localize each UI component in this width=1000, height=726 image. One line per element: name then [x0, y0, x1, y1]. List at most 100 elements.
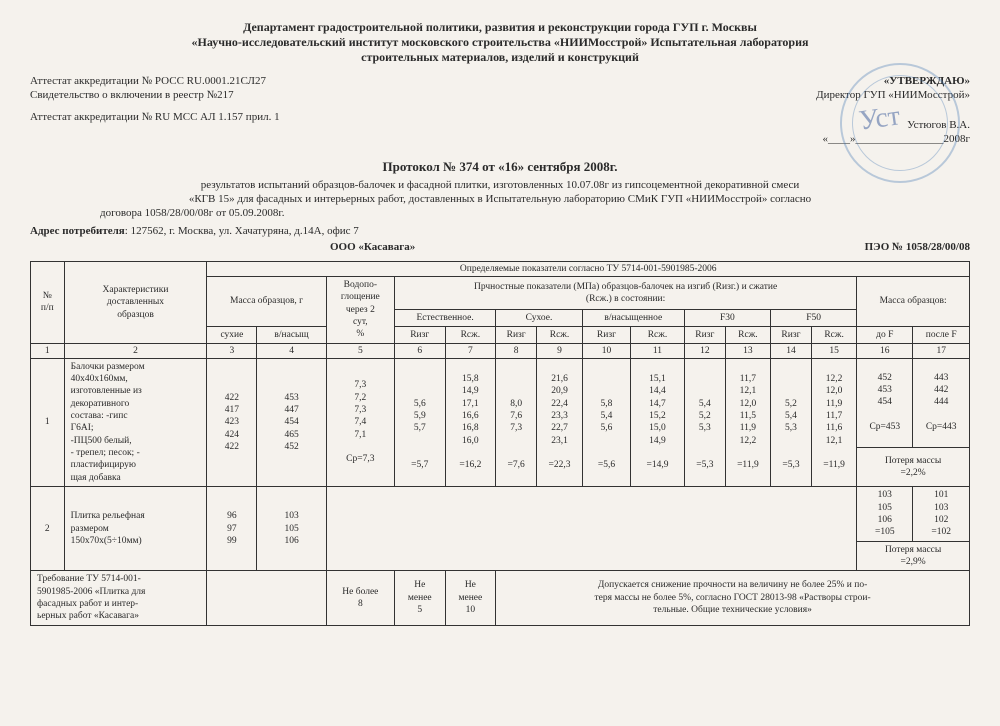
approve-title: «УТВЕРЖДАЮ» — [710, 75, 970, 87]
th-rsz-2: Rсж. — [537, 326, 583, 343]
th-rsz-3: Rсж. — [631, 326, 685, 343]
r2-desc: Плитка рельефная размером 150х70х(5÷10мм… — [64, 487, 207, 571]
r2-loss: Потеря массы =2,9% — [857, 541, 970, 571]
th-rsz-4: Rсж. — [725, 326, 770, 343]
approve-date: «____»________________2008г — [710, 133, 970, 145]
coln-14: 14 — [770, 343, 811, 358]
coln-1: 1 — [31, 343, 65, 358]
th-riz-3: Rизг — [582, 326, 630, 343]
table-row-2: 2 Плитка рельефная размером 150х70х(5÷10… — [31, 487, 970, 541]
req-c6: Не менее 5 — [394, 571, 445, 625]
th-riz-4: Rизг — [684, 326, 725, 343]
svc: Свидетельство о включении в реестр №217 — [30, 89, 710, 101]
th-f50: F50 — [770, 310, 856, 327]
th-vnas: в/насыщ — [257, 326, 326, 343]
th-riz-1: Rизг — [394, 326, 445, 343]
protocol-desc1: результатов испытаний образцов-балочек и… — [60, 179, 940, 191]
address-row: Адрес потребителя: 127562, г. Москва, ул… — [30, 225, 970, 237]
address-label: Адрес потребителя — [30, 225, 125, 237]
coln-3: 3 — [207, 343, 257, 358]
r2-c16: 103 105 106 =105 — [857, 487, 913, 541]
th-rsz-5: Rсж. — [811, 326, 856, 343]
protocol-title: Протокол № 374 от «16» сентября 2008г. — [30, 159, 970, 175]
header-l2: «Научно-исследовательский институт моско… — [30, 35, 970, 50]
r1-c4: 453 447 454 465 452 — [257, 358, 326, 486]
th-suh: сухие — [207, 326, 257, 343]
coln-11: 11 — [631, 343, 685, 358]
att1: Аттестат аккредитации № РОСС RU.0001.21С… — [30, 75, 710, 87]
r1-c8: 8,0 7,6 7,3 =7,6 — [496, 358, 537, 486]
r1-c3: 422 417 423 424 422 — [207, 358, 257, 486]
th-riz-2: Rизг — [496, 326, 537, 343]
r1-c16: 452 453 454 Ср=453 — [857, 358, 913, 447]
req-left: Требование ТУ 5714-001- 5901985-2006 «Пл… — [31, 571, 207, 625]
r1-n: 1 — [31, 358, 65, 486]
header-l1: Департамент градостроительной политики, … — [30, 20, 970, 35]
th-riz-5: Rизг — [770, 326, 811, 343]
th-mass: Масса образцов, г — [207, 277, 326, 327]
results-table: № п/п Характеристики доставленных образц… — [30, 261, 970, 626]
th-spec: Определяемые показатели согласно ТУ 5714… — [207, 262, 970, 277]
r1-c10: 5,8 5,4 5,6 =5,6 — [582, 358, 630, 486]
r1-loss: Потеря массы =2,2% — [857, 447, 970, 487]
req-right: Допускается снижение прочности на величи… — [496, 571, 970, 625]
coln-12: 12 — [684, 343, 725, 358]
req-empty1 — [207, 571, 326, 625]
coln-8: 8 — [496, 343, 537, 358]
r1-desc: Балочки размером 40х40х160мм, изготовлен… — [64, 358, 207, 486]
th-rsz-1: Rсж. — [445, 326, 496, 343]
th-posleF: после F — [913, 326, 970, 343]
th-mass2: Масса образцов: — [857, 277, 970, 327]
dept-header: Департамент градостроительной политики, … — [30, 20, 970, 65]
th-char: Характеристики доставленных образцов — [64, 262, 207, 344]
peo-number: ПЭО № 1058/28/00/08 — [865, 241, 970, 253]
r2-empty — [326, 487, 857, 571]
th-suh2: Сухое. — [496, 310, 583, 327]
req-c7: Не менее 10 — [445, 571, 496, 625]
r1-c12: 5,4 5,2 5,3 =5,3 — [684, 358, 725, 486]
coln-5: 5 — [326, 343, 394, 358]
th-strength: Прчностные показатели (МПа) образцов-бал… — [394, 277, 856, 310]
r1-c13: 11,7 12,1 12,0 11,5 11,9 12,2 =11,9 — [725, 358, 770, 486]
r1-c9: 21,6 20,9 22,4 23,3 22,7 23,1 =22,3 — [537, 358, 583, 486]
accreditation-block: Аттестат аккредитации № РОСС RU.0001.21С… — [30, 73, 710, 147]
r1-c14: 5,2 5,4 5,3 =5,3 — [770, 358, 811, 486]
r2-c3: 96 97 99 — [207, 487, 257, 571]
director-name: Устюгов В.А. — [710, 119, 970, 131]
th-doF: до F — [857, 326, 913, 343]
r1-c7: 15,8 14,9 17,1 16,6 16,8 16,0 =16,2 — [445, 358, 496, 486]
table-row-req: Требование ТУ 5714-001- 5901985-2006 «Пл… — [31, 571, 970, 625]
coln-4: 4 — [257, 343, 326, 358]
th-np: № п/п — [31, 262, 65, 344]
coln-9: 9 — [537, 343, 583, 358]
r1-c11: 15,1 14,4 14,7 15,2 15,0 14,9 =14,9 — [631, 358, 685, 486]
coln-6: 6 — [394, 343, 445, 358]
header-l3: строительных материалов, изделий и конст… — [30, 50, 970, 65]
th-water: Водопо- глощение через 2 сут, % — [326, 277, 394, 344]
company-name: ООО «Касавага» — [330, 241, 415, 253]
coln-16: 16 — [857, 343, 913, 358]
th-f30: F30 — [684, 310, 770, 327]
approve-block: Уст «УТВЕРЖДАЮ» Директор ГУП «НИИМосстро… — [710, 73, 970, 147]
table-row-1: 1 Балочки размером 40х40х160мм, изготовл… — [31, 358, 970, 447]
coln-13: 13 — [725, 343, 770, 358]
r2-c4: 103 105 106 — [257, 487, 326, 571]
req-c5: Не более 8 — [326, 571, 394, 625]
address: Адрес потребителя: 127562, г. Москва, ул… — [30, 225, 359, 237]
r2-n: 2 — [31, 487, 65, 571]
address-value: : 127562, г. Москва, ул. Хачатуряна, д.1… — [125, 225, 359, 237]
coln-7: 7 — [445, 343, 496, 358]
r1-c17: 443 442 444 Ср=443 — [913, 358, 970, 447]
top-row: Аттестат аккредитации № РОСС RU.0001.21С… — [30, 73, 970, 147]
coln-17: 17 — [913, 343, 970, 358]
th-est: Естественное. — [394, 310, 495, 327]
th-vnas2: в/насыщенное — [582, 310, 684, 327]
coln-10: 10 — [582, 343, 630, 358]
r1-c5: 7,3 7,2 7,3 7,4 7,1 Ср=7,3 — [326, 358, 394, 486]
coln-2: 2 — [64, 343, 207, 358]
r1-c6: 5,6 5,9 5,7 =5,7 — [394, 358, 445, 486]
coln-15: 15 — [811, 343, 856, 358]
att2: Аттестат аккредитации № RU МСС АЛ 1.157 … — [30, 111, 710, 123]
r2-c17: 101 103 102 =102 — [913, 487, 970, 541]
col-num-row: 1 2 3 4 5 6 7 8 9 10 11 12 13 14 15 16 1… — [31, 343, 970, 358]
